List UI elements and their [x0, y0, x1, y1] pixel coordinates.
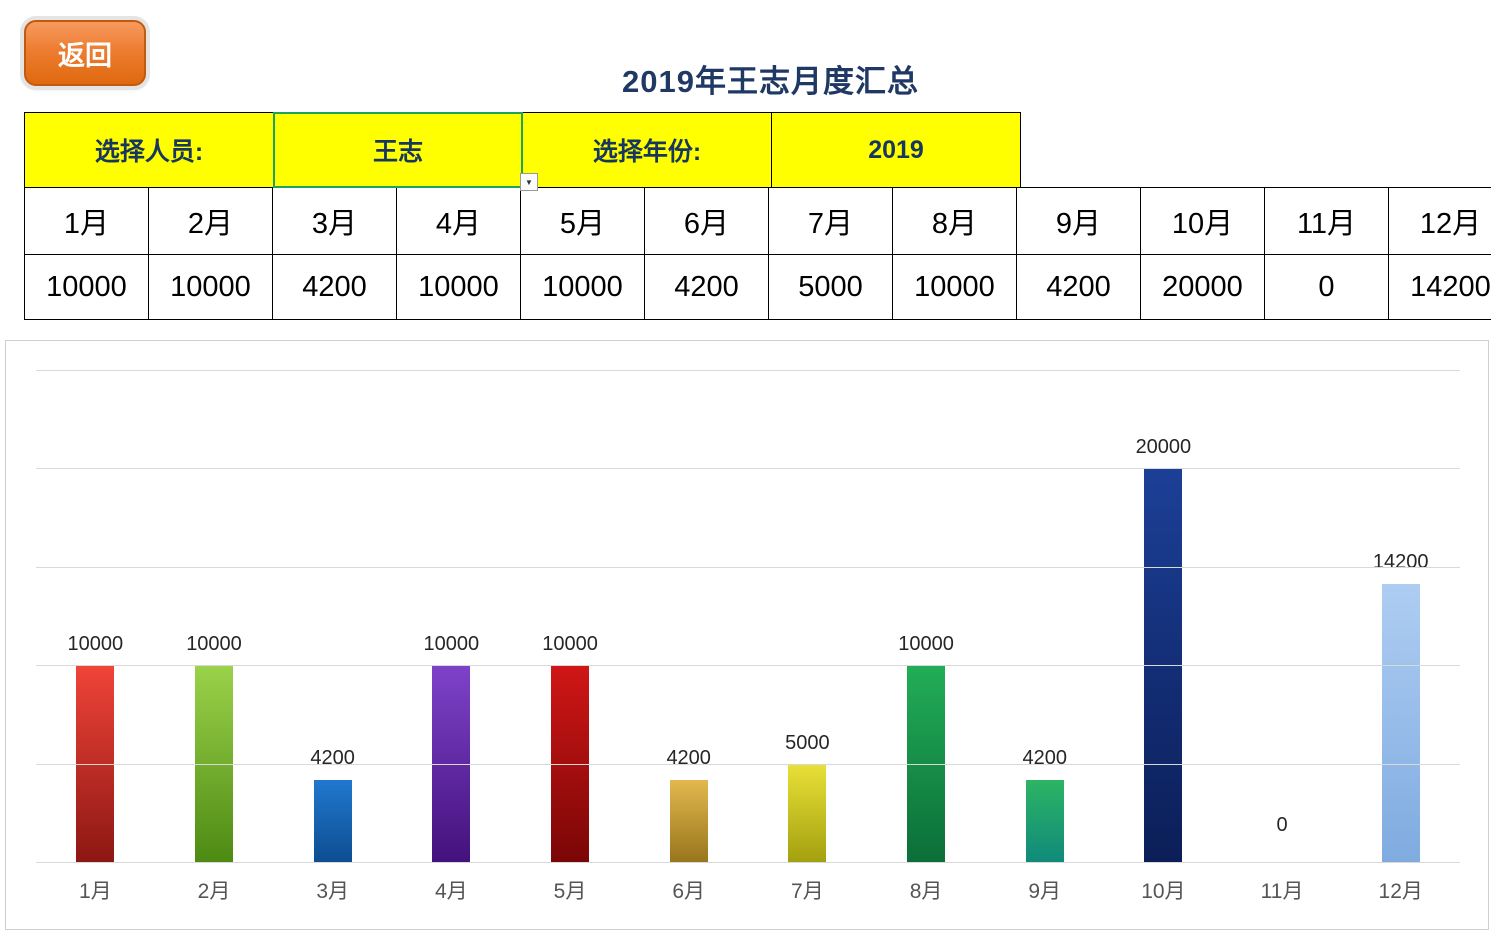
bar-value-label: 14200	[1372, 550, 1429, 573]
gridline	[36, 862, 1460, 863]
value-row: 10000 10000 4200 10000 10000 4200 5000 10000 420…	[24, 254, 1491, 320]
bars-row: 10000 10000 4200 10000 10000 4200 5000 10000 420…	[36, 371, 1460, 863]
value-cell[interactable]: 4200	[272, 254, 397, 320]
gridline	[36, 763, 1460, 765]
value-cell[interactable]: 10000	[520, 254, 645, 320]
x-axis-label: 5月	[553, 880, 587, 903]
page-title: 2019年王志月度汇总	[622, 64, 919, 99]
value-cell[interactable]: 4200	[1016, 254, 1141, 320]
bar-slot: 4200	[985, 371, 1104, 863]
month-row: 1月 2月 3月 4月 5月 6月 7月 8月 9月 10月 11月 12月	[24, 187, 1491, 255]
gridline	[36, 665, 1460, 667]
x-axis-label: 4月	[435, 880, 468, 903]
value-cell[interactable]: 10000	[892, 254, 1017, 320]
chart-panel[interactable]: 10000 10000 4200 10000 10000 4200 5000 10000 420…	[5, 340, 1489, 930]
bar-value-label: 0	[1276, 814, 1288, 836]
person-selector-value[interactable]: 王志	[273, 112, 523, 188]
month-cell[interactable]: 4月	[396, 187, 521, 255]
bar	[788, 764, 827, 863]
month-cell[interactable]: 6月	[644, 187, 769, 255]
x-axis-label: 1月	[78, 880, 112, 903]
bar-value-label: 20000	[1135, 436, 1192, 459]
month-cell[interactable]: 2月	[148, 187, 273, 255]
x-axis-label: 6月	[672, 880, 706, 903]
gridline	[36, 468, 1460, 470]
bar	[1381, 583, 1420, 863]
bar-slot: 14200	[1341, 371, 1460, 863]
dropdown-arrow-icon[interactable]: ▼	[520, 173, 538, 191]
bar	[1025, 780, 1064, 863]
bar-value-label: 4200	[310, 747, 355, 770]
bar-slot: 10000	[155, 371, 274, 863]
x-axis-label: 12月	[1378, 880, 1423, 903]
summary-table: 选择人员: 王志 选择年份: 2019 1月 2月 3月 4月 5月 6月 7月 8月 9月 10…	[24, 112, 1491, 320]
bar-value-label: 10000	[186, 633, 242, 656]
x-axis-label: 9月	[1028, 880, 1062, 903]
gridline	[36, 370, 1460, 371]
month-cell[interactable]: 10月	[1140, 187, 1265, 255]
value-cell[interactable]: 10000	[148, 254, 273, 320]
x-axis-label: 10月	[1141, 880, 1186, 903]
bar-slot: 10000	[392, 371, 511, 863]
bar-slot: 0	[1223, 371, 1342, 863]
bar-value-label: 10000	[542, 633, 598, 656]
bar	[313, 780, 352, 863]
value-cell[interactable]: 4200	[644, 254, 769, 320]
selector-row: 选择人员: 王志 选择年份: 2019	[24, 112, 1491, 188]
x-axis-label: 8月	[909, 880, 943, 903]
bar	[669, 780, 708, 863]
bar	[1144, 469, 1183, 863]
bar-value-label: 5000	[785, 731, 830, 754]
back-button[interactable]: 返回	[24, 20, 146, 86]
bar-slot: 4200	[273, 371, 392, 863]
x-axis-label: 11月	[1260, 880, 1304, 903]
value-cell[interactable]: 10000	[24, 254, 149, 320]
bar-slot: 10000	[867, 371, 986, 863]
value-cell[interactable]: 14200	[1388, 254, 1491, 320]
bar-slot: 5000	[748, 371, 867, 863]
value-cell[interactable]: 10000	[396, 254, 521, 320]
value-cell[interactable]: 20000	[1140, 254, 1265, 320]
month-cell[interactable]: 9月	[1016, 187, 1141, 255]
x-axis-label: 3月	[316, 880, 350, 903]
month-cell[interactable]: 1月	[24, 187, 149, 255]
person-selector-label: 选择人员:	[24, 112, 274, 188]
month-cell[interactable]: 7月	[768, 187, 893, 255]
bar-slot: 10000	[511, 371, 630, 863]
year-selector-value[interactable]: 2019	[771, 112, 1021, 188]
month-cell[interactable]: 12月	[1388, 187, 1491, 255]
bar-value-label: 10000	[898, 633, 954, 656]
bar-slot: 4200	[629, 371, 748, 863]
value-cell[interactable]: 5000	[768, 254, 893, 320]
bar-value-label: 10000	[67, 633, 124, 656]
month-cell[interactable]: 8月	[892, 187, 1017, 255]
bar-slot: 20000	[1104, 371, 1223, 863]
month-cell[interactable]: 5月	[520, 187, 645, 255]
x-axis: 1月 2月 3月 4月 5月 6月 7月 8月 9月 10月 11月 12月	[36, 875, 1460, 905]
gridline	[36, 566, 1460, 568]
chart-plot: 10000 10000 4200 10000 10000 4200 5000 10000 420…	[36, 370, 1460, 863]
month-cell[interactable]: 11月	[1264, 187, 1389, 255]
month-cell[interactable]: 3月	[272, 187, 397, 255]
x-axis-label: 2月	[197, 880, 231, 903]
bar-value-label: 4200	[1022, 747, 1067, 770]
year-selector-label: 选择年份:	[522, 112, 772, 188]
x-axis-label: 7月	[791, 880, 824, 903]
bar-slot: 10000	[36, 371, 155, 863]
value-cell[interactable]: 0	[1264, 254, 1389, 320]
bar-value-label: 10000	[423, 633, 480, 656]
